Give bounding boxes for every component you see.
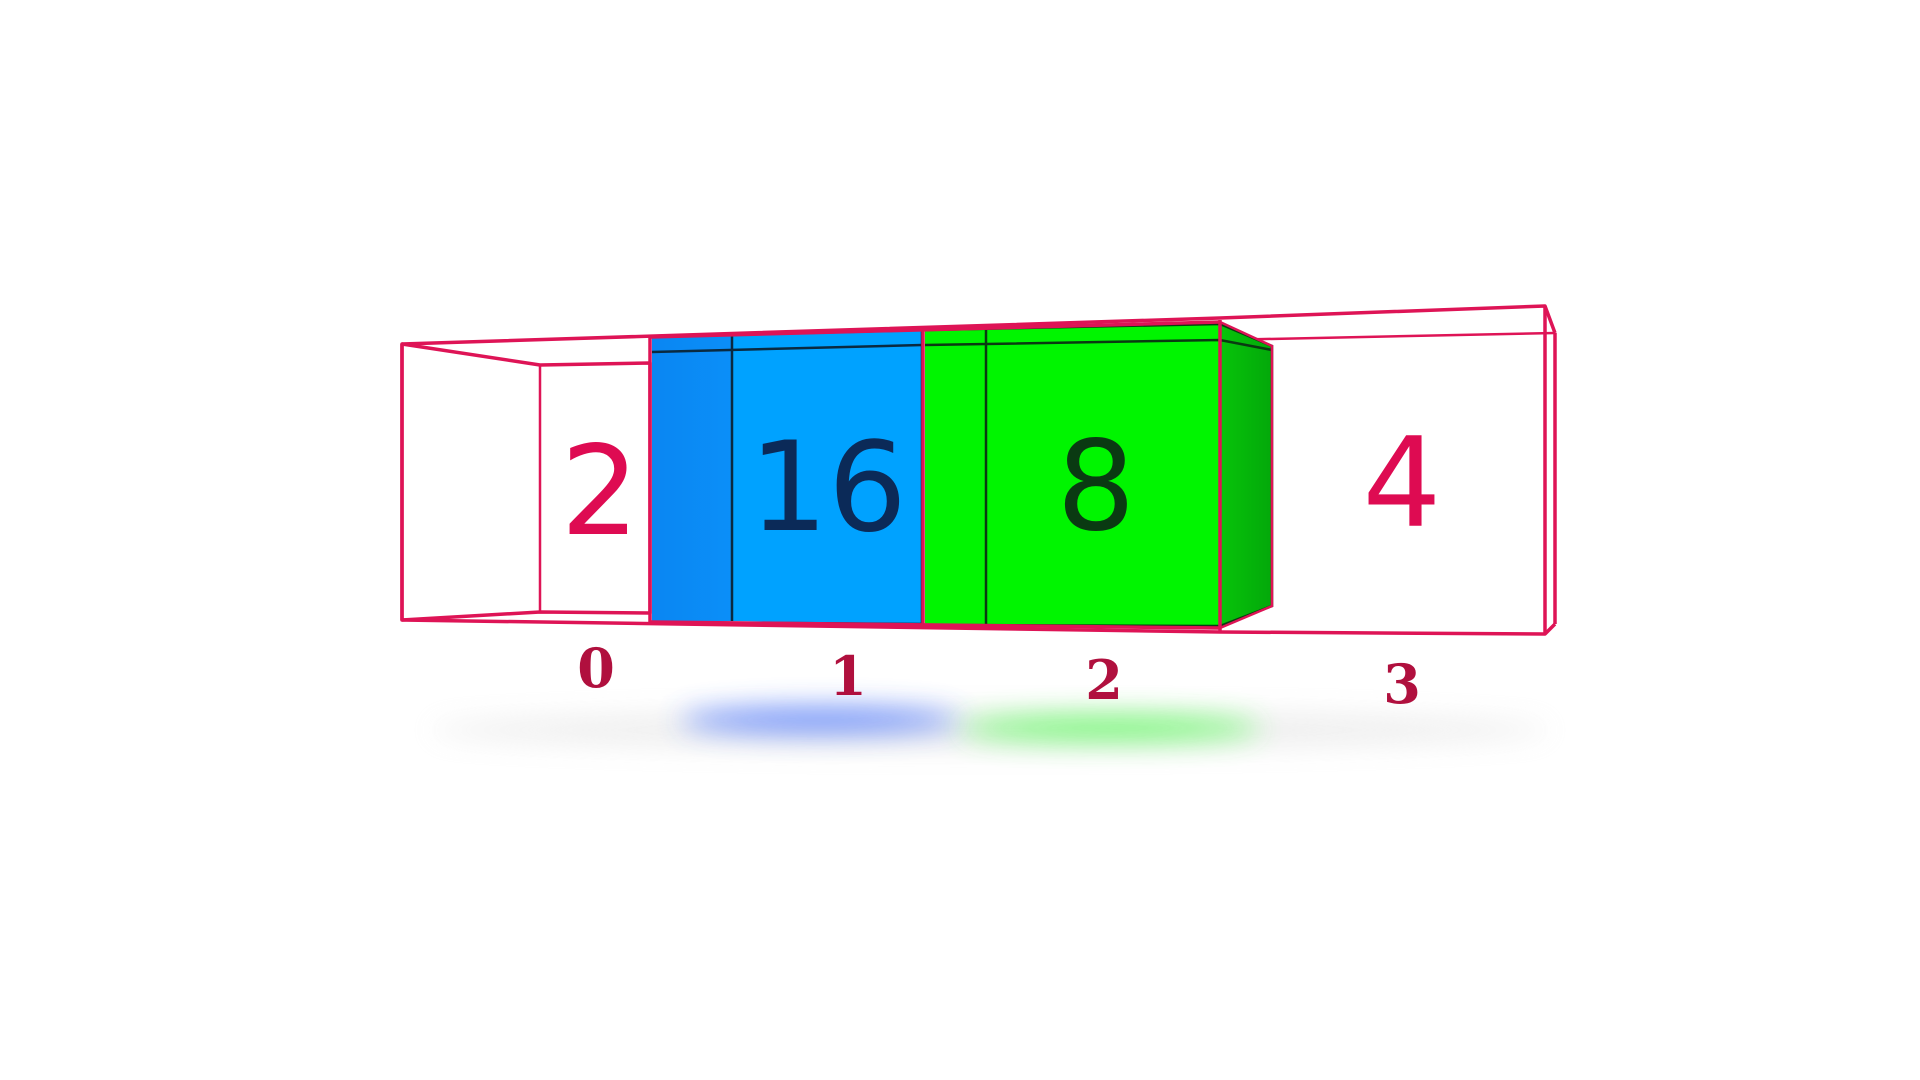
- frame-top-front: [649, 320, 1221, 339]
- cell-1-side-face: [652, 336, 732, 622]
- index-labels: 0 1 2 3: [577, 636, 1421, 716]
- index-label-2: 2: [1085, 648, 1123, 712]
- shadow-green: [960, 716, 1260, 740]
- cell-value-0: 2: [561, 420, 640, 564]
- floor-shadow: [430, 708, 1550, 748]
- cell-value-2: 8: [1057, 415, 1136, 559]
- array-frame-top-back: [401, 304, 1557, 346]
- array-cell-3: 4: [1363, 412, 1442, 556]
- shadow-blue: [680, 708, 960, 732]
- cell-2-front-face: [925, 324, 1220, 626]
- cell-value-3: 4: [1363, 412, 1442, 556]
- cell-value-1: 16: [749, 416, 907, 560]
- index-label-0: 0: [577, 636, 615, 700]
- cell-2-side-face: [1220, 324, 1272, 626]
- cell-1-top-edge: [651, 343, 923, 354]
- array-cell-1: 16: [651, 328, 924, 626]
- index-label-1: 1: [829, 644, 867, 708]
- cell-dividers: [648, 320, 1274, 632]
- index-label-3: 3: [1383, 652, 1421, 716]
- array-cell-2: 8: [924, 322, 1274, 628]
- array-frame-back-line: [1219, 331, 1556, 342]
- array-frame-bottom-front: [401, 618, 1557, 636]
- array-cell-0: 2: [400, 342, 652, 622]
- frame-bottom-front: [649, 620, 1221, 630]
- cell-1-front-face: [732, 330, 922, 624]
- frame-cell-3-depth: [1219, 320, 1274, 630]
